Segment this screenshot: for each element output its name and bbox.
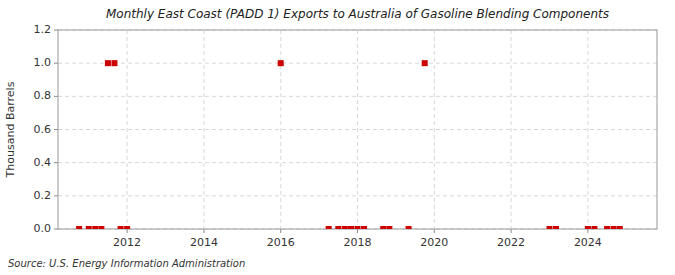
y-tick xyxy=(54,195,58,196)
point xyxy=(92,226,98,229)
y-grid-line xyxy=(58,195,657,196)
y-tick xyxy=(54,229,58,230)
point xyxy=(611,226,617,229)
x-grid-line xyxy=(587,30,588,229)
x-tick xyxy=(203,229,204,233)
y-tick-label: 0.6 xyxy=(34,123,52,136)
point xyxy=(118,226,124,229)
y-tick xyxy=(54,162,58,163)
point xyxy=(124,226,130,229)
y-tick-label: 0.2 xyxy=(34,189,52,202)
x-tick xyxy=(280,229,281,233)
x-tick xyxy=(127,229,128,233)
y-tick-label: 0.8 xyxy=(34,89,52,102)
y-tick xyxy=(54,30,58,31)
x-tick xyxy=(511,229,512,233)
x-tick-label: 2024 xyxy=(574,236,602,249)
point xyxy=(98,226,104,229)
point xyxy=(111,60,117,66)
y-tick-label: 0.4 xyxy=(34,156,52,169)
point xyxy=(406,226,412,229)
x-tick xyxy=(587,229,588,233)
grid xyxy=(58,30,657,229)
points xyxy=(76,60,623,229)
point xyxy=(86,226,92,229)
point xyxy=(105,60,111,66)
point xyxy=(553,226,559,229)
plot-frame xyxy=(58,30,657,229)
point xyxy=(326,226,332,229)
point xyxy=(585,226,591,229)
x-tick-label: 2020 xyxy=(420,236,448,249)
point xyxy=(591,226,597,229)
x-grid-line xyxy=(357,30,358,229)
point xyxy=(604,226,610,229)
axes: 0.0 0.2 0.4 0.6 0.8 1.0 1.2 2012 2014 2016 2018 202… xyxy=(34,23,658,249)
x-tick-label: 2018 xyxy=(344,236,372,249)
title: Monthly East Coast (PADD 1) Exports to A… xyxy=(106,7,609,21)
point xyxy=(422,60,428,66)
y-grid-line xyxy=(58,63,657,64)
x-tick-label: 2022 xyxy=(497,236,525,249)
y-tick-label: 0.0 xyxy=(34,222,52,235)
y-tick xyxy=(54,96,58,97)
point xyxy=(348,226,354,229)
x-grid-line xyxy=(203,30,204,229)
chart: 0.0 0.2 0.4 0.6 0.8 1.0 1.2 2012 2014 2016 2018 202… xyxy=(0,0,675,275)
annotation: Source: U.S. Energy Information Administ… xyxy=(8,258,245,269)
y-tick xyxy=(54,63,58,64)
point xyxy=(386,226,392,229)
x-tick-label: 2012 xyxy=(113,236,141,249)
x-grid-line xyxy=(127,30,128,229)
x-grid-line xyxy=(434,30,435,229)
point xyxy=(380,226,386,229)
x-grid-line xyxy=(280,30,281,229)
point xyxy=(546,226,552,229)
x-tick-label: 2014 xyxy=(190,236,218,249)
point xyxy=(361,226,367,229)
y-tick-label: 1.0 xyxy=(34,56,52,69)
point xyxy=(617,226,623,229)
y-tick xyxy=(54,129,58,130)
point xyxy=(335,226,341,229)
point xyxy=(76,226,82,229)
y-axis-label: Thousand Barrels xyxy=(4,81,17,178)
x-tick-label: 2016 xyxy=(267,236,295,249)
x-tick xyxy=(434,229,435,233)
x-grid-line xyxy=(511,30,512,229)
point xyxy=(355,226,361,229)
y-tick-label: 1.2 xyxy=(34,23,52,36)
point xyxy=(342,226,348,229)
point xyxy=(278,60,284,66)
x-tick xyxy=(357,229,358,233)
